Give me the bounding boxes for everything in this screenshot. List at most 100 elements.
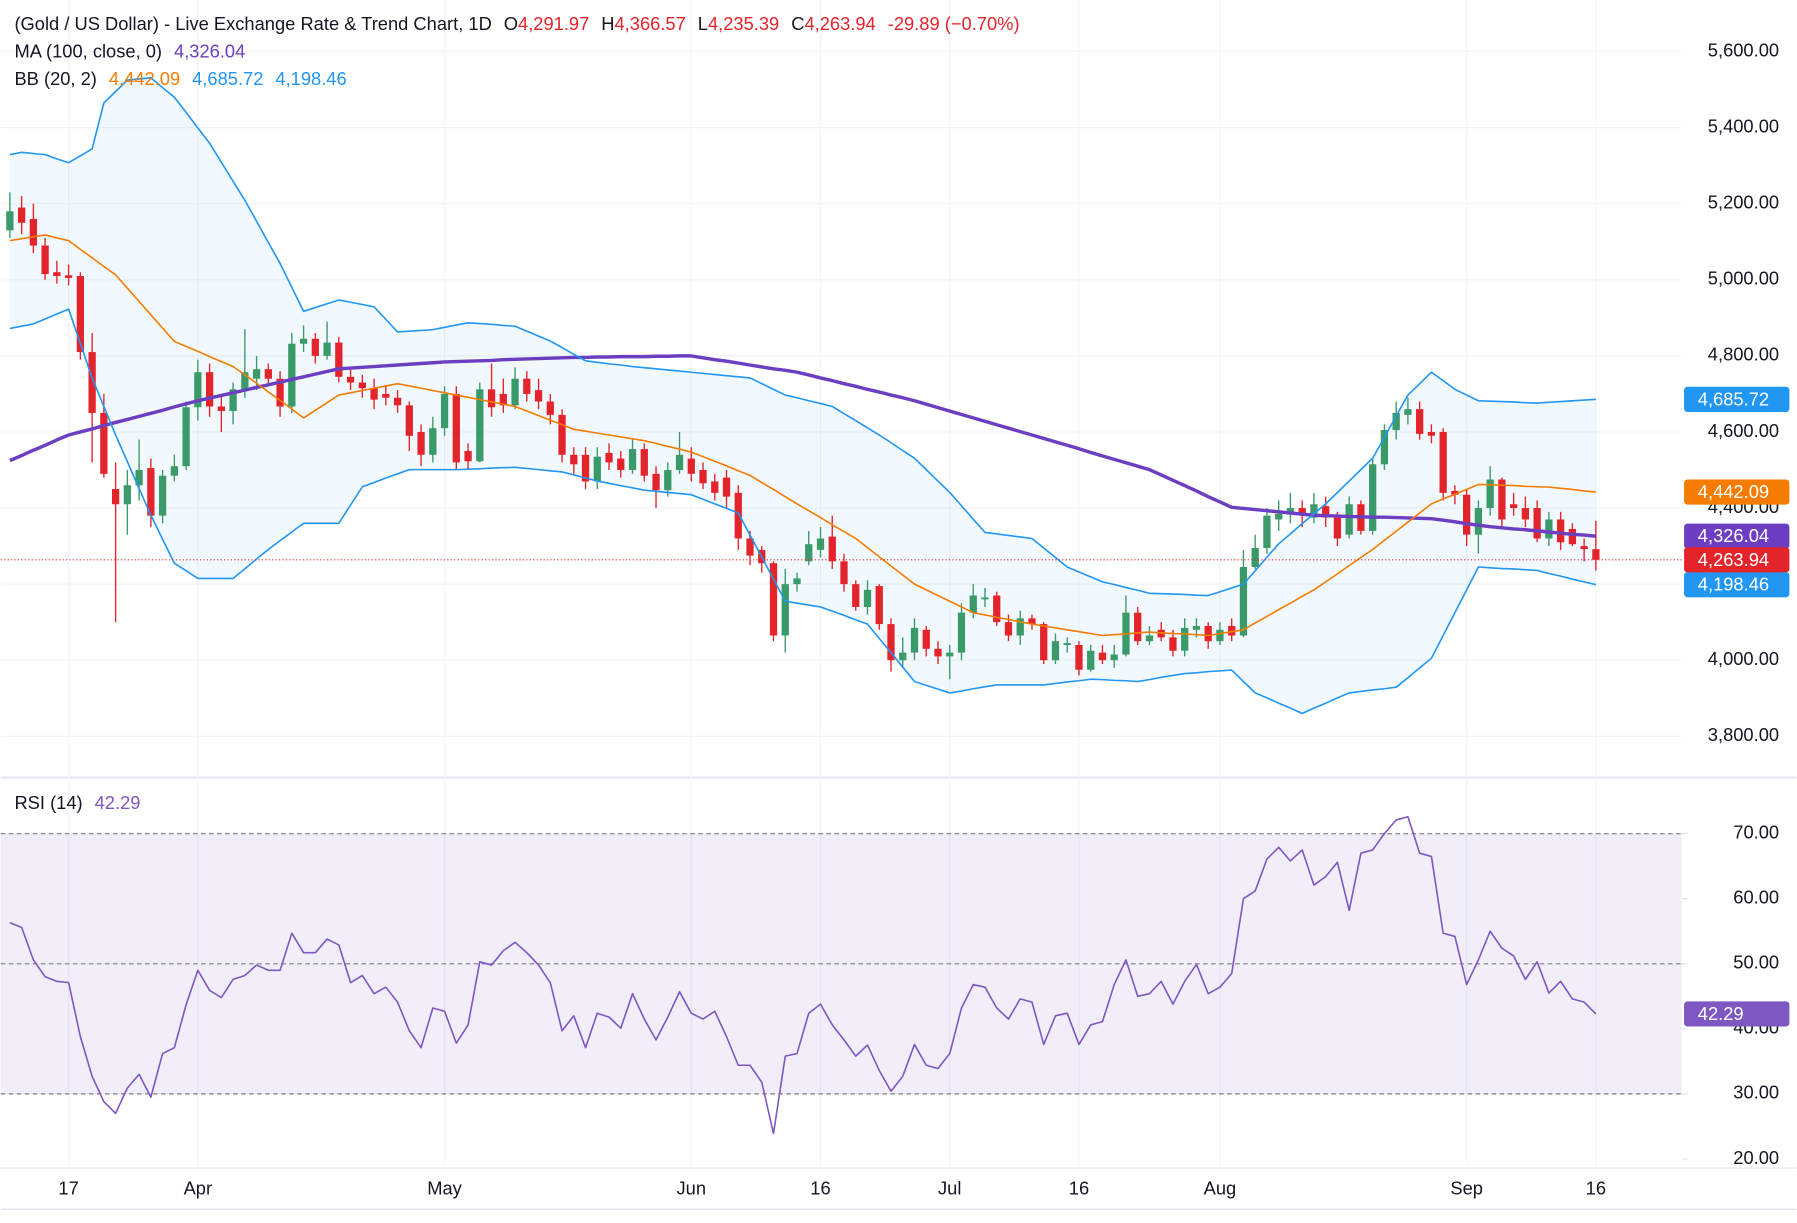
candle-body (1533, 508, 1541, 539)
y-tick-label: 4,000.00 (1708, 648, 1779, 669)
candle-body (511, 378, 519, 406)
candle-body (252, 369, 261, 379)
price-tag (1684, 479, 1790, 505)
candle-body (6, 211, 14, 231)
fill-layer (0, 77, 1682, 1095)
candle-body (675, 454, 684, 471)
candle-body (311, 338, 319, 356)
bb-legend: BB (20, 2) 4,442.09 4,685.72 4,198.46 (14, 68, 346, 89)
y-tick-label: 60.00 (1733, 887, 1779, 908)
candle-body (1310, 504, 1318, 518)
y-tick-label: 4,800.00 (1708, 344, 1779, 365)
candle-body (358, 382, 366, 389)
candle-body (370, 388, 378, 400)
y-tick-label: 5,000.00 (1708, 268, 1779, 289)
candle-body (1510, 504, 1518, 509)
candle-body (1580, 546, 1588, 550)
y-tick-label: 5,200.00 (1708, 192, 1779, 213)
candle-body (1345, 504, 1353, 535)
candle-body (135, 470, 143, 486)
ohlc-key: H (601, 13, 614, 34)
change: -29.89 (−0.70%) (888, 13, 1020, 34)
candle-body (17, 207, 26, 223)
candle-body (1474, 508, 1483, 535)
candle-body (852, 584, 860, 607)
candle-body (1263, 515, 1271, 548)
candle-body (1098, 652, 1107, 661)
candle-body (217, 406, 225, 412)
y-tick-label: 30.00 (1733, 1082, 1779, 1103)
candle-body (476, 389, 484, 462)
x-tick-label: May (427, 1178, 462, 1199)
y-tick-label: 4,600.00 (1708, 420, 1779, 441)
candle-body (981, 597, 989, 600)
candle-body (922, 629, 930, 649)
ohlc-value: 4,366.57 (615, 13, 686, 34)
header-title: (Gold / US Dollar) - Live Exchange Rate … (14, 13, 491, 34)
candle-body (346, 376, 355, 383)
x-tick-label: Apr (184, 1178, 213, 1199)
x-tick-label: 16 (1069, 1178, 1089, 1199)
candle-body (1416, 409, 1424, 434)
candle-body (946, 652, 954, 657)
candle-body (1204, 625, 1212, 642)
candle-body (934, 648, 942, 657)
candle-body (1051, 641, 1060, 661)
candle-body (746, 538, 754, 556)
candle-body (1004, 622, 1013, 636)
candle-body (1075, 645, 1083, 670)
candle-body (241, 372, 249, 390)
candle-body (840, 561, 848, 585)
candle-body (76, 275, 85, 353)
candle-body (64, 275, 73, 278)
candle-body (993, 595, 1001, 623)
candle-body (957, 612, 966, 653)
ohlc-value: 4,291.97 (518, 13, 589, 34)
candle-body (1463, 494, 1471, 535)
candle-body (288, 343, 296, 407)
y-tick-label: 70.00 (1733, 822, 1779, 843)
candle-body (1592, 549, 1600, 560)
price-tag-label: 4,685.72 (1698, 388, 1769, 409)
ma-legend: MA (100, close, 0) 4,326.04 (14, 41, 245, 62)
candle-body (570, 454, 578, 465)
price-tag-label: 42.29 (1698, 1003, 1744, 1024)
candle-body (816, 538, 825, 550)
x-tick-label: 16 (1586, 1178, 1606, 1199)
candle-body (335, 342, 343, 377)
candle-body (887, 624, 895, 661)
indicator-line (9, 234, 1596, 637)
indicator-line (9, 76, 1596, 597)
candle-body (711, 481, 719, 493)
candle-body (464, 450, 472, 462)
candle-body (1169, 637, 1177, 651)
x-tick-label: 16 (810, 1178, 830, 1199)
candle-body (1286, 508, 1295, 514)
price-tag (1684, 1001, 1790, 1027)
candle-body (899, 652, 907, 661)
candle-body (1016, 618, 1024, 636)
candle-body (1228, 625, 1236, 636)
candle-body (417, 431, 425, 455)
rsi-line (9, 815, 1597, 1135)
ohlc-key: C (791, 13, 804, 34)
rsi-band (0, 833, 1682, 1094)
candle-body (1369, 464, 1377, 531)
ohlc-value: 4,235.39 (708, 13, 779, 34)
candle-body (605, 452, 613, 463)
candle-body (1275, 513, 1283, 520)
candle-body (769, 563, 778, 636)
candle-body (1439, 431, 1447, 493)
price-tag (1684, 572, 1790, 598)
candle-body (323, 342, 331, 356)
candle-body (1392, 412, 1400, 431)
y-tick-label: 5,400.00 (1708, 115, 1779, 136)
candle-body (581, 454, 590, 482)
candle-body (1298, 508, 1306, 514)
candle-body (593, 456, 601, 482)
legend-name: MA (100, close, 0) (14, 41, 162, 62)
candle-body (1556, 519, 1565, 543)
candle-body (558, 414, 566, 455)
price-tag-label: 4,198.46 (1698, 574, 1769, 595)
